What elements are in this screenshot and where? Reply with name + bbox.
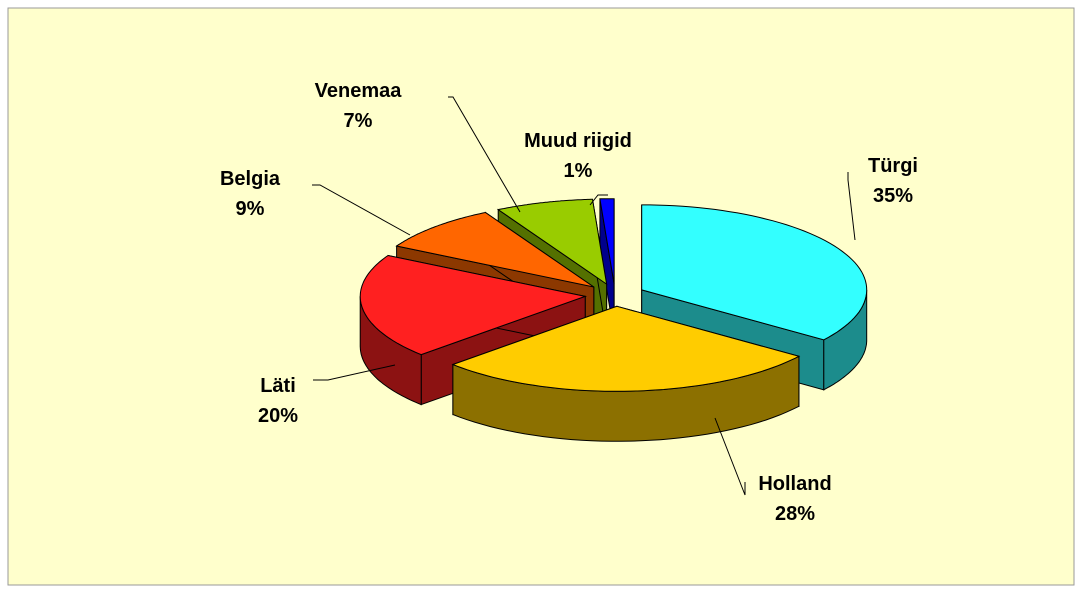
data-label-name: Belgia bbox=[220, 168, 281, 190]
data-label-name: Läti bbox=[260, 375, 296, 397]
data-label-name: Holland bbox=[758, 473, 831, 495]
slice-top bbox=[359, 254, 588, 356]
data-label-value: 1% bbox=[564, 160, 593, 182]
data-label-value: 9% bbox=[236, 198, 265, 220]
data-label-name: Türgi bbox=[868, 155, 918, 177]
data-label-name: Muud riigid bbox=[524, 130, 632, 152]
labels: Türgi 35% Holland 28% Läti 20% Belgia 9% Venemaa… bbox=[220, 80, 918, 525]
leader-line bbox=[313, 364, 396, 381]
leader-line bbox=[847, 172, 856, 241]
slice-top bbox=[599, 198, 615, 284]
pie bbox=[359, 198, 868, 442]
slice-top bbox=[496, 198, 608, 286]
slice-top bbox=[451, 305, 801, 392]
slice-top bbox=[641, 204, 868, 341]
leader-line bbox=[714, 417, 746, 496]
data-label-value: 28% bbox=[775, 503, 815, 525]
data-label-name: Venemaa bbox=[315, 80, 403, 102]
leader-line bbox=[589, 194, 608, 206]
data-label-value: 7% bbox=[344, 110, 373, 132]
data-label-value: 20% bbox=[258, 405, 298, 427]
leader-line bbox=[448, 96, 521, 213]
data-label-value: 35% bbox=[873, 185, 913, 207]
leader-line bbox=[312, 184, 411, 236]
slice-top bbox=[395, 211, 595, 288]
